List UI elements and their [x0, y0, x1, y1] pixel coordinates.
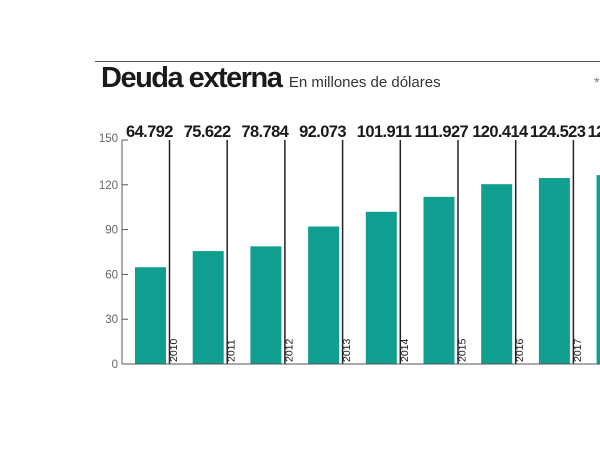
- y-tick-label: 0: [112, 359, 118, 371]
- value-label: 120.414: [472, 123, 529, 141]
- value-label: 124.523: [530, 123, 586, 141]
- x-category-label: 2017: [572, 338, 584, 362]
- title-row: Deuda externa En millones de dólares: [101, 62, 441, 95]
- bar-2017: [538, 178, 570, 364]
- y-tick-label: 120: [99, 180, 118, 192]
- bar-2010: [135, 267, 166, 364]
- bar-2016: [481, 184, 513, 364]
- value-label: 111.927: [415, 123, 469, 141]
- x-category-label: 2014: [399, 338, 411, 362]
- x-category-label: 2015: [457, 338, 469, 362]
- value-label: 78.784: [241, 123, 289, 141]
- chart-subtitle: En millones de dólares: [288, 74, 441, 91]
- x-category-label: 2016: [514, 338, 526, 362]
- bar-2012: [250, 246, 282, 364]
- y-tick-label: 90: [105, 225, 118, 237]
- x-category-label: 2010: [168, 338, 180, 362]
- x-category-label: 2012: [283, 338, 295, 362]
- value-label: 101.911: [357, 123, 412, 141]
- y-tick-label: 60: [105, 269, 118, 281]
- y-tick-label: 30: [105, 314, 118, 326]
- y-tick-label: 150: [99, 133, 118, 145]
- value-label: 12: [588, 123, 600, 141]
- bar-2018: [596, 175, 600, 364]
- value-label: 64.792: [126, 123, 173, 141]
- bar-2014: [365, 211, 397, 364]
- value-label: 92.073: [299, 123, 346, 141]
- chart-title: Deuda externa: [101, 62, 283, 94]
- x-category-label: 2011: [226, 339, 238, 362]
- bar-2015: [423, 196, 455, 364]
- corner-mark: *: [594, 74, 600, 90]
- bar-2011: [192, 251, 224, 364]
- value-label: 75.622: [184, 123, 231, 141]
- top-rule: [95, 61, 600, 62]
- bar-2013: [308, 226, 340, 364]
- x-category-label: 2013: [341, 338, 353, 362]
